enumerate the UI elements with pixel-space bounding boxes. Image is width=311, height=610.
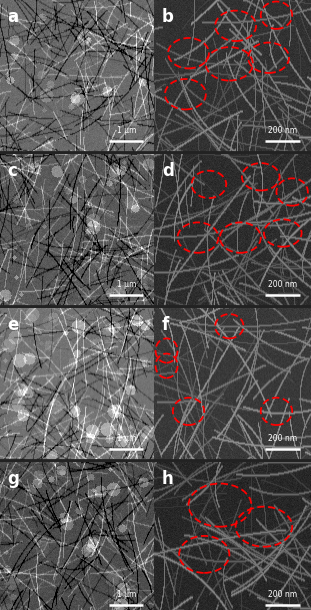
Text: d: d xyxy=(162,162,174,179)
Text: 1 μm: 1 μm xyxy=(117,434,136,443)
Text: g: g xyxy=(8,470,20,488)
Text: e: e xyxy=(8,315,19,334)
Text: 200 nm: 200 nm xyxy=(268,590,297,599)
Text: h: h xyxy=(162,470,174,488)
Text: 1 μm: 1 μm xyxy=(117,590,136,599)
Text: 1 μm: 1 μm xyxy=(117,280,136,289)
Text: 200 nm: 200 nm xyxy=(268,434,297,443)
Text: 200 nm: 200 nm xyxy=(268,126,297,135)
Text: c: c xyxy=(8,162,18,179)
Text: 200 nm: 200 nm xyxy=(268,280,297,289)
Text: a: a xyxy=(8,7,19,26)
Text: b: b xyxy=(162,7,174,26)
Text: f: f xyxy=(162,315,169,334)
Text: 1 μm: 1 μm xyxy=(117,126,136,135)
